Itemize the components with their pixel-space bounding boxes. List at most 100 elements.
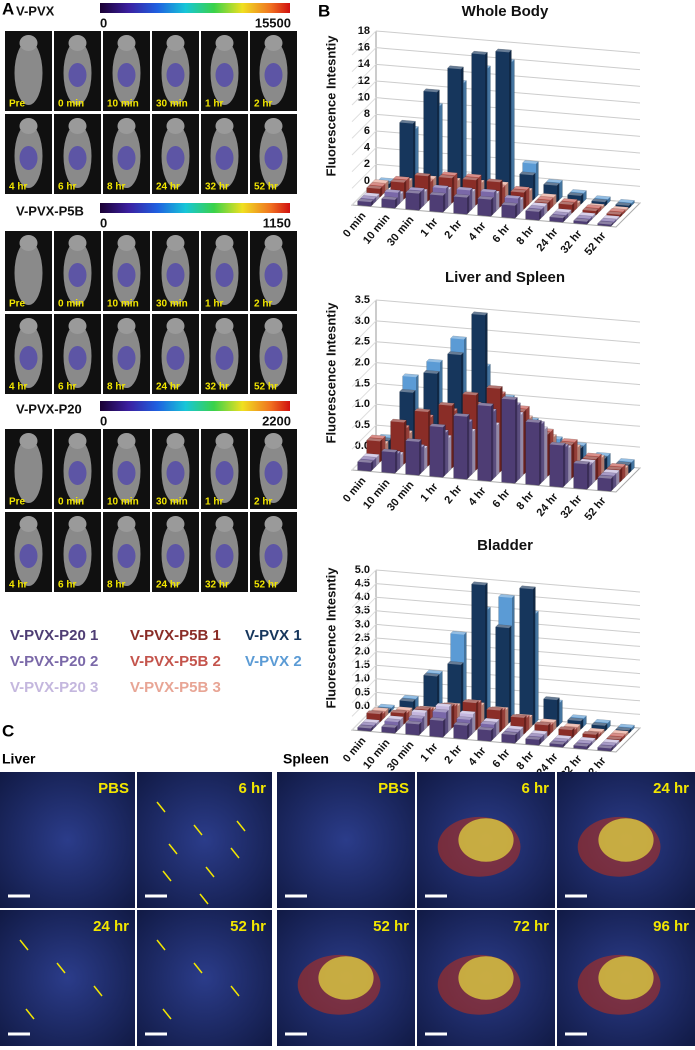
arrow [93, 985, 103, 997]
mouse-head [166, 433, 185, 449]
mouse-head [19, 516, 38, 532]
mouse-head [117, 118, 136, 134]
bar-side [605, 199, 608, 207]
time-label: 10 min [107, 497, 139, 508]
grid-line [375, 341, 641, 365]
bar-top [501, 731, 518, 736]
signal [19, 346, 38, 370]
group-title: V-PVX-P5B [16, 203, 84, 218]
micrograph-label: 6 hr [521, 780, 549, 797]
bar [429, 423, 446, 478]
bar-side [569, 445, 572, 482]
signal [117, 63, 136, 87]
signal [19, 544, 38, 568]
arrow [168, 843, 178, 855]
bar-side [398, 719, 401, 731]
bar-top [591, 722, 608, 726]
bar-top [618, 724, 635, 728]
y-axis-label: Fluorescence Intesntiy [323, 567, 338, 709]
colorbar-min: 0 [100, 215, 107, 230]
bar-top [381, 196, 398, 200]
bar-top [447, 351, 464, 355]
bar-side [377, 454, 380, 466]
bar-side [587, 744, 590, 750]
bar-top [510, 189, 527, 193]
bar-top [411, 709, 428, 713]
x-tick-label: 2 hr [442, 743, 465, 767]
y-tick-label: 12 [358, 75, 370, 87]
time-label: 10 min [107, 99, 139, 110]
bar-top [552, 738, 569, 742]
time-label: 4 hr [9, 182, 27, 193]
bar-side [380, 711, 383, 723]
arrow [19, 939, 29, 951]
bar-side [620, 212, 623, 218]
section-title: Liver [2, 751, 36, 767]
bar-top [429, 717, 446, 721]
bar-side [425, 189, 428, 205]
grid-line-side [351, 705, 377, 731]
mouse-head [68, 35, 87, 51]
bar-top [471, 581, 488, 586]
colorbar [100, 401, 290, 411]
grid-line [375, 362, 641, 386]
bar-side [563, 215, 566, 223]
bar [573, 460, 590, 490]
mouse-head [166, 235, 185, 251]
y-tick-label: 10 [358, 92, 370, 104]
x-tick-label: 6 hr [490, 747, 513, 771]
bar-top [549, 741, 566, 745]
bar-top [615, 202, 632, 206]
bar-side [587, 219, 590, 225]
bar-side [620, 737, 623, 743]
grid-line [375, 569, 641, 593]
bar-side [443, 424, 446, 478]
bar-top [618, 199, 635, 203]
bar [501, 396, 518, 484]
mouse-head [215, 35, 234, 51]
bar-side [500, 179, 503, 208]
bar-side [614, 219, 617, 224]
micrograph [0, 910, 135, 1046]
bar-side [572, 202, 575, 214]
bar [381, 448, 398, 474]
grid-line-side [351, 624, 377, 649]
bar-top [426, 669, 443, 674]
arrow [205, 866, 215, 878]
bar-top [543, 182, 560, 186]
bar-top [534, 721, 551, 726]
time-label: 1 hr [205, 99, 223, 110]
bar-side [425, 446, 428, 470]
bar-side [578, 200, 581, 208]
bar-top [564, 723, 581, 727]
colorbar-max: 1150 [263, 215, 291, 230]
grid-line-side [351, 80, 377, 106]
bar-top [555, 735, 572, 739]
bar-top [441, 171, 458, 176]
bar-top [585, 452, 602, 457]
bar [519, 585, 536, 726]
bar-side [617, 740, 620, 746]
colorbar-min: 0 [100, 15, 107, 30]
bar-side [599, 732, 602, 738]
bar-top [582, 207, 599, 212]
signal [215, 63, 234, 87]
bar-top [594, 719, 611, 723]
bar [573, 217, 590, 225]
bar-side [485, 52, 488, 197]
bar-top [369, 182, 386, 186]
bar [453, 412, 470, 480]
bar-top [453, 722, 470, 726]
y-tick-label: 2.5 [355, 336, 370, 348]
grid-line-side [351, 664, 377, 690]
signal [68, 346, 87, 370]
bar [429, 717, 446, 738]
bar-top [357, 198, 374, 203]
bar [405, 720, 422, 736]
grid-line [375, 320, 641, 344]
bar-top [573, 218, 590, 222]
bar-top [609, 208, 626, 212]
bar-top [429, 192, 446, 196]
x-tick-label: 4 hr [466, 220, 489, 244]
y-tick-label: 14 [358, 58, 371, 70]
